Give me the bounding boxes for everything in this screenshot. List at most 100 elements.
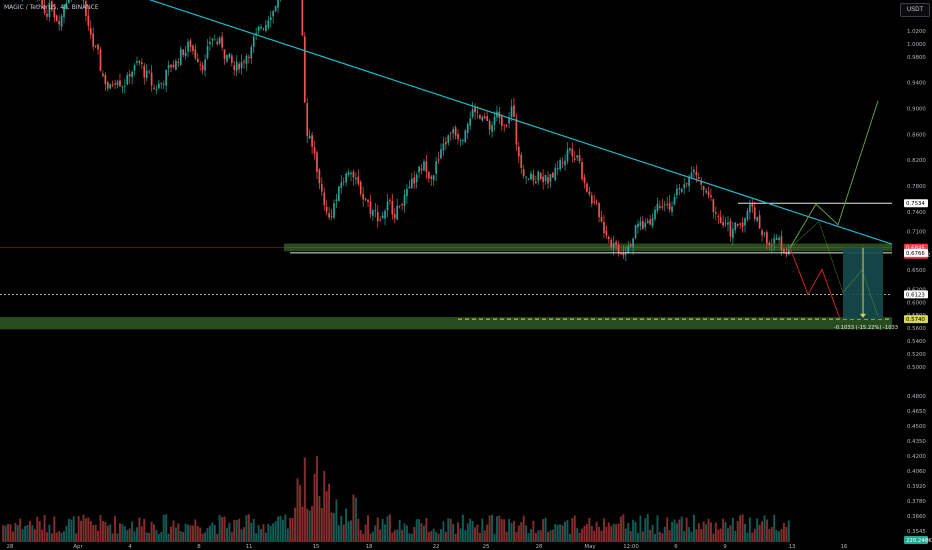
candle-body: [410, 178, 413, 188]
currency-button[interactable]: USDT: [900, 3, 930, 17]
volume-bar: [736, 520, 739, 542]
candle-body: [423, 161, 425, 171]
volume-bar: [133, 531, 136, 542]
candle-body: [352, 171, 355, 178]
volume-bar: [196, 526, 199, 542]
price-tick: 0.6000: [907, 300, 926, 306]
candle-body: [678, 187, 681, 190]
candle-body: [766, 232, 768, 244]
volume-bar: [179, 531, 182, 542]
time-tick: 11: [246, 544, 253, 550]
candle-body: [639, 221, 642, 226]
candle-body: [593, 201, 596, 203]
volume-bar: [218, 515, 221, 542]
volume-bar: [656, 515, 659, 542]
volume-bar: [204, 532, 207, 542]
volume-bar: [362, 533, 365, 542]
volume-bar: [571, 517, 574, 542]
price-tick: 0.5000: [907, 365, 926, 371]
volume-tick: 0.4060: [907, 469, 926, 475]
candle-body: [517, 146, 520, 157]
volume-bar: [352, 494, 355, 542]
candle-body: [624, 252, 627, 255]
volume-bar: [547, 531, 549, 542]
time-tick: 8: [197, 544, 201, 550]
candle-body: [559, 159, 562, 170]
candle-body: [454, 127, 457, 136]
drawing-overlays: -0.1033 (-15.22%) -1033: [0, 0, 898, 331]
candle-body: [722, 222, 724, 226]
measure-label: -0.1033 (-15.22%) -1033: [834, 325, 898, 331]
volume-bar: [391, 532, 394, 542]
volume-bar: [785, 527, 788, 542]
candle-body: [731, 228, 734, 239]
candle-body: [712, 199, 715, 213]
volume-bar: [371, 531, 374, 542]
volume-bar: [31, 525, 34, 542]
volume-bar: [724, 522, 727, 542]
time-tick: 22: [433, 544, 440, 550]
volume-tick: 0.3780: [907, 499, 926, 505]
candle-body: [486, 116, 489, 121]
candle-body: [393, 214, 396, 219]
time-axis[interactable]: 28 Apr 4 8 11 15 18 22 25 28 May 12:00 6 9 13 16: [7, 544, 848, 550]
volume-bar: [673, 519, 676, 542]
candle-body: [357, 176, 360, 184]
volume-bar: [128, 528, 131, 542]
candle-body: [308, 135, 311, 139]
candle-body: [749, 204, 751, 213]
volume-bar: [727, 528, 729, 542]
volume-bar: [116, 533, 119, 542]
price-tag: [904, 290, 928, 299]
price-axis[interactable]: 1.06001.02001.00000.98000.94000.90000.86…: [904, 0, 932, 544]
volume-bar: [379, 529, 382, 542]
candle-body: [787, 249, 790, 255]
candle-body: [425, 161, 428, 172]
volume-bar: [330, 512, 333, 542]
volume-bar: [384, 524, 387, 542]
upper-support-zone: [284, 243, 892, 252]
candle-body: [153, 87, 155, 89]
volume-bar: [520, 522, 523, 542]
candle-body: [306, 103, 309, 137]
price-tag: [904, 248, 928, 257]
volume-bar: [415, 519, 418, 542]
candle-body: [109, 84, 112, 89]
volume-tick: 0.3545: [907, 529, 926, 535]
volume-bar: [386, 516, 389, 542]
candle-body: [201, 65, 204, 71]
volume-bar: [72, 516, 75, 542]
volume-bar: [41, 529, 44, 542]
volume-bar: [454, 533, 457, 542]
volume-bar: [651, 525, 654, 542]
volume-bar: [281, 519, 284, 542]
price-tick: 0.7400: [907, 210, 926, 216]
candle-body: [612, 243, 615, 249]
symbol-title[interactable]: MAGIC / TetherUS, 4h, BINANCE: [4, 4, 99, 11]
volume-bar: [583, 525, 586, 542]
price-tick: 0.9000: [907, 107, 926, 113]
candle-body: [785, 252, 788, 255]
candle-body: [413, 177, 416, 184]
candle-body: [595, 202, 598, 204]
candle-body: [136, 61, 138, 63]
candle-body: [262, 28, 265, 30]
candle-body: [469, 118, 472, 126]
volume-bar: [719, 528, 722, 542]
candle-body: [554, 167, 557, 181]
candle-body: [622, 253, 625, 256]
candle-body: [688, 176, 690, 187]
volume-tick: 0.4500: [907, 424, 926, 430]
candle-body: [727, 222, 729, 225]
volume-bar: [367, 515, 370, 542]
candle-body: [773, 238, 776, 244]
volume-bar: [773, 514, 776, 542]
candle-body: [590, 195, 593, 204]
volume-bar: [551, 529, 554, 542]
candle-body: [656, 203, 659, 212]
volume-bar: [405, 525, 408, 542]
volume-bar: [683, 531, 686, 542]
volume-bar: [634, 521, 637, 542]
candle-body: [578, 155, 581, 162]
